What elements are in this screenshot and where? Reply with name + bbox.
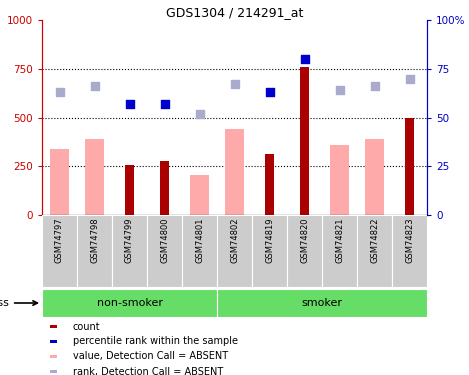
Bar — [50, 355, 57, 358]
Text: rank, Detection Call = ABSENT: rank, Detection Call = ABSENT — [73, 366, 223, 375]
Bar — [85, 139, 104, 215]
Point — [336, 87, 343, 93]
Text: non-smoker: non-smoker — [97, 298, 162, 308]
Text: GSM74797: GSM74797 — [55, 217, 64, 263]
Text: stress: stress — [0, 298, 38, 308]
Bar — [182, 215, 217, 287]
Bar — [160, 161, 169, 215]
Bar — [50, 149, 69, 215]
Bar — [112, 215, 147, 287]
Text: GSM74823: GSM74823 — [405, 217, 414, 263]
Bar — [405, 117, 414, 215]
Bar — [300, 67, 309, 215]
Point — [371, 83, 378, 89]
Text: smoker: smoker — [302, 298, 342, 308]
Bar — [125, 165, 134, 215]
Point — [161, 101, 168, 107]
Bar — [77, 215, 112, 287]
Point — [266, 89, 273, 95]
Title: GDS1304 / 214291_at: GDS1304 / 214291_at — [166, 6, 303, 19]
Bar — [252, 215, 287, 287]
Bar — [357, 215, 392, 287]
Bar — [287, 215, 322, 287]
Bar — [217, 215, 252, 287]
Point — [231, 81, 238, 87]
Text: GSM74798: GSM74798 — [90, 217, 99, 263]
Bar — [147, 215, 182, 287]
Bar — [50, 325, 57, 328]
Text: GSM74800: GSM74800 — [160, 217, 169, 262]
Text: GSM74822: GSM74822 — [370, 217, 379, 262]
Text: count: count — [73, 321, 100, 332]
Point — [196, 111, 203, 117]
Point — [126, 101, 133, 107]
Text: value, Detection Call = ABSENT: value, Detection Call = ABSENT — [73, 351, 228, 361]
Bar — [265, 154, 274, 215]
Bar — [50, 340, 57, 343]
Text: GSM74820: GSM74820 — [300, 217, 309, 262]
Bar — [365, 139, 384, 215]
Bar — [217, 289, 427, 317]
Bar — [322, 215, 357, 287]
Text: GSM74819: GSM74819 — [265, 217, 274, 262]
Text: GSM74802: GSM74802 — [230, 217, 239, 262]
Bar — [330, 145, 349, 215]
Bar — [42, 289, 217, 317]
Text: GSM74799: GSM74799 — [125, 217, 134, 262]
Bar — [50, 370, 57, 373]
Bar — [190, 175, 209, 215]
Bar — [392, 215, 427, 287]
Text: percentile rank within the sample: percentile rank within the sample — [73, 336, 238, 346]
Point — [301, 56, 308, 62]
Point — [56, 89, 63, 95]
Text: GSM74821: GSM74821 — [335, 217, 344, 262]
Point — [406, 75, 413, 81]
Bar — [42, 215, 77, 287]
Point — [91, 83, 98, 89]
Text: GSM74801: GSM74801 — [195, 217, 204, 262]
Bar — [225, 129, 244, 215]
